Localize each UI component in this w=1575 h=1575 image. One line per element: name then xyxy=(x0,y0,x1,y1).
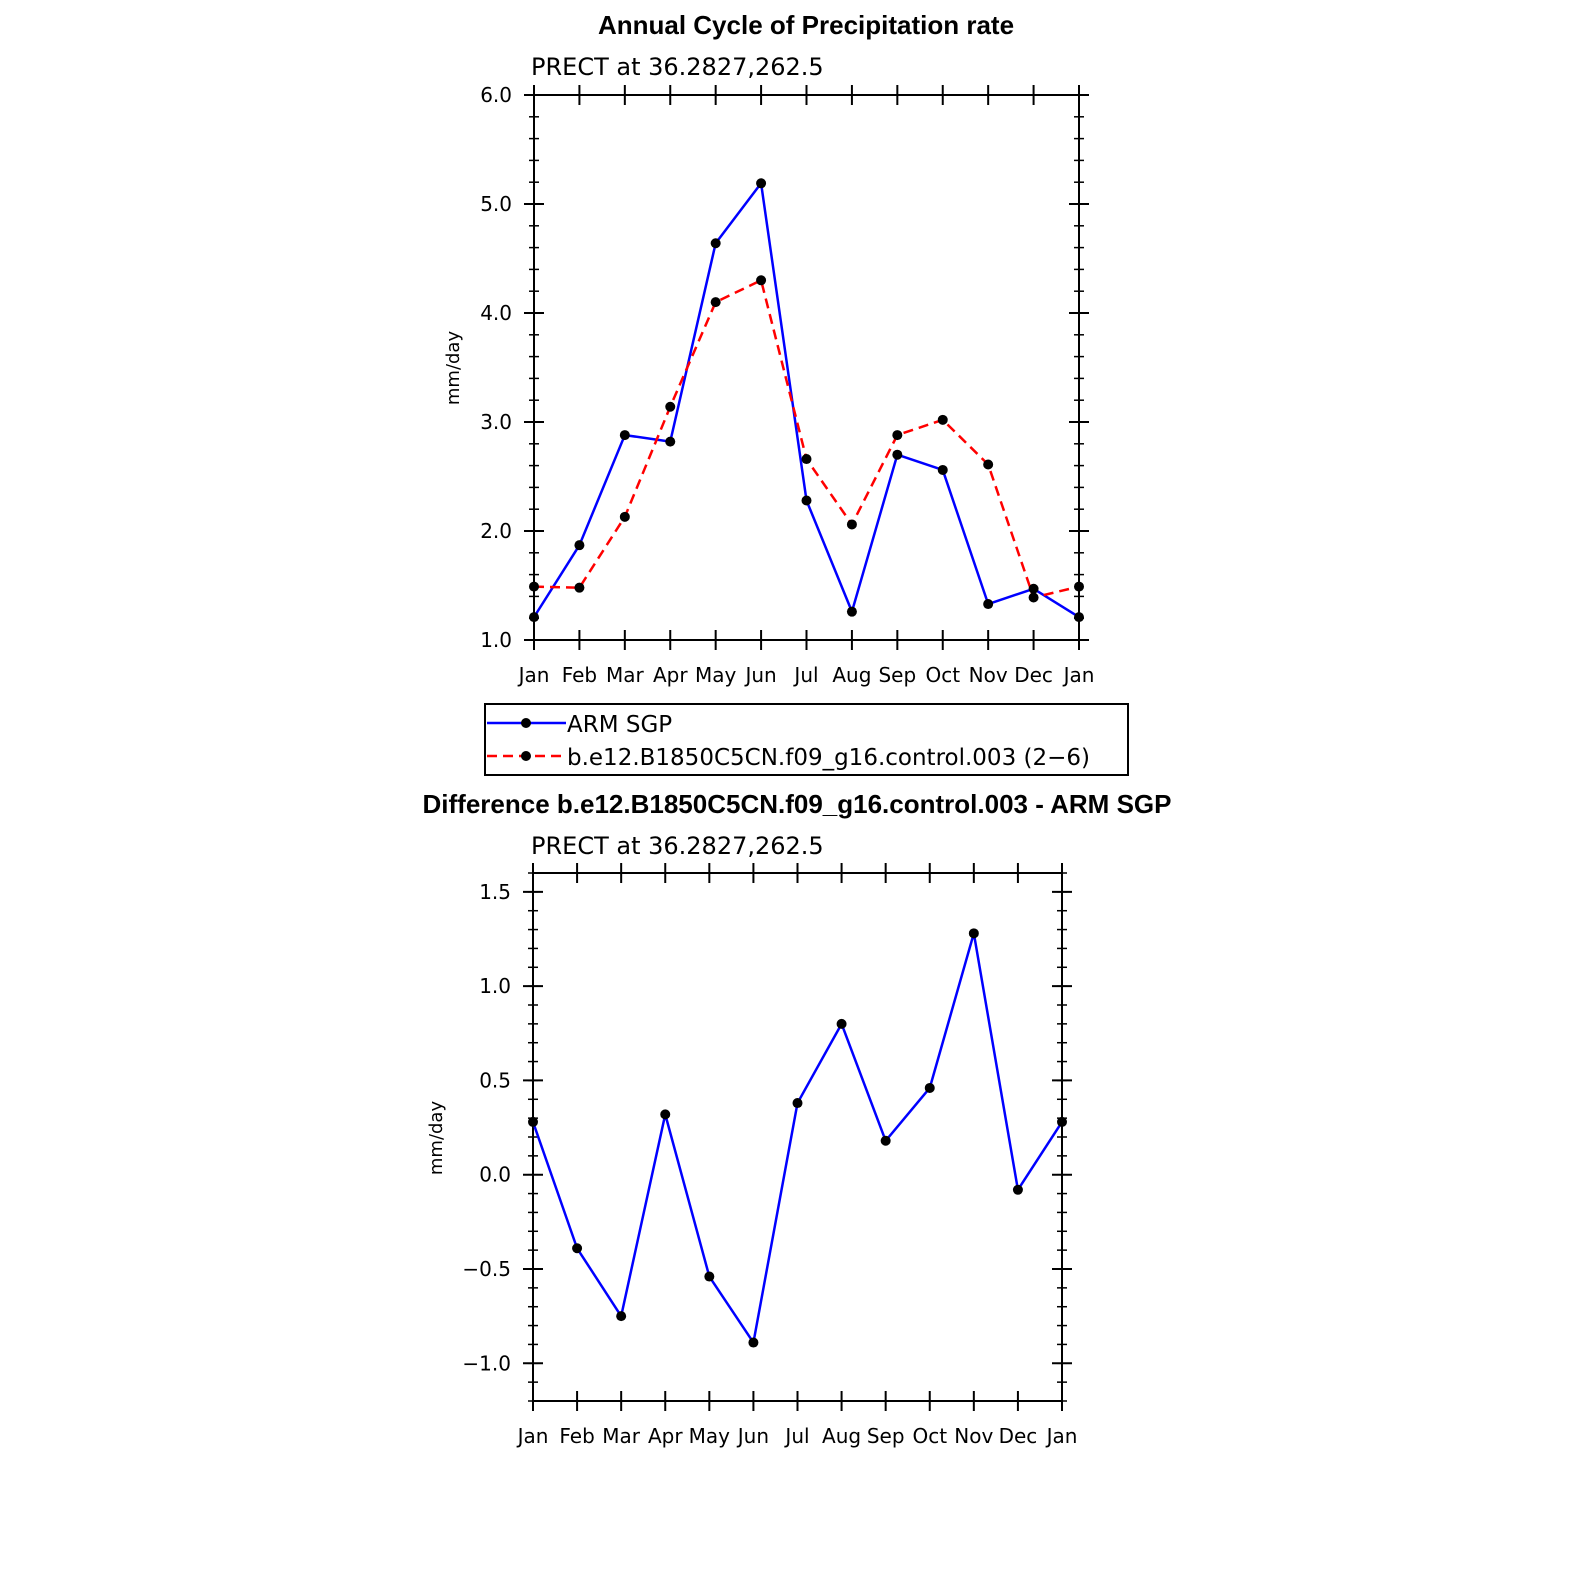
data-point-0-9 xyxy=(937,464,948,475)
x-tick-label: Aug xyxy=(832,663,871,687)
data-point-0-0 xyxy=(529,612,539,623)
y-tick-label: 0.5 xyxy=(479,1068,511,1092)
x-tick-label: Jan xyxy=(1045,1424,1078,1448)
top-plot-area: Jan Feb Mar Apr May Jun Jul Aug Sep Oct Nov Dec Jan1… xyxy=(480,83,1094,687)
series-line-0 xyxy=(532,182,1080,619)
x-tick-label: May xyxy=(695,663,737,687)
x-tick-label: Feb xyxy=(562,663,597,687)
y-tick-label: −1.0 xyxy=(462,1351,511,1375)
y-tick-label: 0.0 xyxy=(479,1163,511,1187)
x-tick-label: Jul xyxy=(783,1424,809,1448)
plot-frame xyxy=(533,94,1080,641)
data-point-0-9 xyxy=(924,1082,935,1093)
data-point-1-0 xyxy=(529,581,539,592)
x-tick-label: Dec xyxy=(999,1424,1038,1448)
data-point-0-6 xyxy=(792,1098,803,1109)
top-chart-ylabel: mm/day xyxy=(443,331,464,406)
x-tick-label: Oct xyxy=(912,1424,947,1448)
x-tick-label: Jun xyxy=(743,663,776,687)
data-point-0-8 xyxy=(892,449,903,460)
data-point-0-7 xyxy=(846,606,857,617)
data-point-1-7 xyxy=(846,519,857,530)
data-point-0-3 xyxy=(665,436,676,447)
data-point-0-12 xyxy=(1074,612,1084,623)
x-tick-label: Jan xyxy=(517,663,550,687)
series-line-1 xyxy=(533,279,1080,599)
data-point-0-10 xyxy=(983,599,994,610)
x-tick-label: Sep xyxy=(867,1424,905,1448)
legend: ARM SGP b.e12.B1850C5CN.f09_g16.control.… xyxy=(484,703,1129,776)
y-tick-label: 4.0 xyxy=(480,301,512,325)
bottom-chart-ylabel: mm/day xyxy=(426,1101,447,1176)
y-tick-label: 5.0 xyxy=(480,192,512,216)
legend-label-model: b.e12.B1850C5CN.f09_g16.control.003 (2−6… xyxy=(567,745,1090,771)
top-chart-title: Annual Cycle of Precipitation rate xyxy=(598,10,1014,40)
data-point-0-6 xyxy=(801,495,812,506)
x-tick-label: Jan xyxy=(516,1424,549,1448)
x-tick-label: Jul xyxy=(792,663,818,687)
x-tick-label: Jan xyxy=(1062,663,1095,687)
data-point-1-12 xyxy=(1074,581,1084,592)
data-point-0-2 xyxy=(616,1311,627,1322)
data-point-0-5 xyxy=(756,178,767,189)
data-point-0-12 xyxy=(1057,1116,1067,1127)
data-point-0-3 xyxy=(660,1109,671,1120)
y-tick-label: −0.5 xyxy=(462,1257,511,1281)
x-tick-label: Aug xyxy=(822,1424,861,1448)
data-point-0-8 xyxy=(880,1135,891,1146)
data-point-0-11 xyxy=(1028,583,1039,594)
x-tick-label: May xyxy=(689,1424,731,1448)
data-point-1-8 xyxy=(892,430,903,441)
data-point-1-10 xyxy=(983,459,994,470)
data-point-1-1 xyxy=(574,582,585,593)
y-tick-label: 1.0 xyxy=(480,628,512,652)
data-point-0-5 xyxy=(748,1337,759,1348)
x-tick-label: Sep xyxy=(878,663,916,687)
data-point-0-2 xyxy=(619,430,630,441)
bottom-chart-title: Difference b.e12.B1850C5CN.f09_g16.contr… xyxy=(423,789,1172,819)
data-point-1-9 xyxy=(937,414,948,425)
data-point-1-6 xyxy=(801,454,812,465)
data-point-1-11 xyxy=(1028,592,1039,603)
data-point-0-1 xyxy=(574,540,585,551)
data-point-0-7 xyxy=(836,1018,847,1029)
x-tick-label: Apr xyxy=(648,1424,683,1448)
series-line-0 xyxy=(531,932,1064,1344)
y-tick-label: 6.0 xyxy=(480,83,512,107)
data-point-0-11 xyxy=(1012,1184,1023,1195)
bottom-chart-subtitle: PRECT at 36.2827,262.5 xyxy=(531,832,824,860)
data-point-0-1 xyxy=(572,1243,583,1254)
x-tick-label: Mar xyxy=(602,1424,641,1448)
x-tick-label: Mar xyxy=(606,663,645,687)
x-tick-label: Nov xyxy=(969,663,1008,687)
data-point-1-5 xyxy=(756,275,767,286)
legend-marker-arm-sgp xyxy=(521,718,531,728)
data-point-0-4 xyxy=(710,238,721,249)
data-point-0-4 xyxy=(704,1271,715,1282)
top-chart-subtitle: PRECT at 36.2827,262.5 xyxy=(531,53,824,81)
x-tick-label: Dec xyxy=(1014,663,1053,687)
y-tick-label: 1.5 xyxy=(479,880,511,904)
data-point-1-4 xyxy=(710,297,721,308)
data-point-0-10 xyxy=(968,928,979,939)
plot-frame xyxy=(532,872,1063,1402)
y-tick-label: 2.0 xyxy=(480,519,512,543)
legend-box xyxy=(484,703,1129,776)
x-tick-label: Feb xyxy=(559,1424,594,1448)
x-tick-label: Jun xyxy=(736,1424,769,1448)
data-point-1-3 xyxy=(665,401,676,412)
x-tick-label: Nov xyxy=(954,1424,993,1448)
data-point-1-2 xyxy=(619,511,630,522)
y-tick-label: 1.0 xyxy=(479,974,511,998)
data-point-0-0 xyxy=(528,1116,538,1127)
legend-marker-model xyxy=(521,751,531,761)
bottom-plot-area: Jan Feb Mar Apr May Jun Jul Aug Sep Oct Nov Dec Jan −… xyxy=(462,863,1077,1448)
x-tick-label: Oct xyxy=(925,663,960,687)
legend-label-arm-sgp: ARM SGP xyxy=(567,712,672,738)
x-tick-label: Apr xyxy=(653,663,688,687)
y-tick-label: 3.0 xyxy=(480,410,512,434)
